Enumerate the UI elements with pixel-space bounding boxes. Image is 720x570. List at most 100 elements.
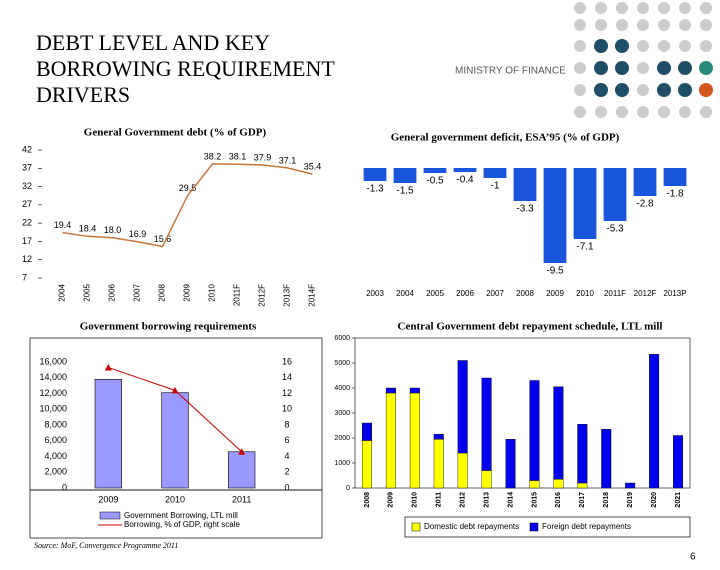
x-tick-label: 2008	[364, 492, 371, 508]
bar-segment	[385, 392, 396, 489]
x-tick-label: 2016	[555, 492, 562, 508]
value-label: -5.3	[606, 224, 624, 235]
value-label: -1.5	[396, 186, 414, 197]
x-tick-label: 2010	[576, 289, 594, 298]
bar	[663, 168, 687, 186]
y-tick-label: 4,000	[44, 451, 67, 461]
x-tick-label: 2013P	[663, 289, 686, 298]
y-tick-label: 2000	[334, 435, 350, 442]
legend-frame	[29, 489, 323, 539]
x-tick-label: 2009	[546, 289, 564, 298]
value-label: -0.5	[426, 176, 444, 187]
y-tick-label: 5000	[334, 360, 350, 367]
y-tick-label: 4000	[334, 385, 350, 392]
value-label: -1	[491, 181, 500, 192]
bar	[228, 451, 256, 489]
bar	[423, 168, 447, 173]
y-tick-label: 3000	[334, 410, 350, 417]
y-tick-label: 0	[346, 485, 350, 492]
value-label: -7.1	[576, 242, 594, 253]
chart-title: Government borrowing requirements	[80, 321, 257, 333]
value-label: 29.5	[179, 183, 197, 193]
bar-segment	[409, 387, 420, 394]
x-tick-label: 2006	[108, 283, 117, 301]
bar	[603, 168, 627, 221]
legend-label: Borrowing, % of GDP, right scale	[124, 520, 240, 529]
bar-segment	[409, 392, 420, 489]
bar-segment	[553, 386, 564, 480]
legend-label: Foreign debt repayments	[542, 522, 631, 531]
y-tick-label: 6000	[334, 335, 350, 342]
x-tick-label: 2013F	[283, 284, 292, 307]
logo-dots	[574, 2, 713, 118]
y2-tick-label: 8	[284, 419, 289, 429]
x-tick-label: 2011	[232, 494, 251, 504]
x-tick-label: 2018	[603, 492, 610, 508]
y-tick-label: 16,000	[39, 356, 67, 366]
bar	[393, 168, 417, 183]
bar	[543, 168, 567, 263]
x-tick-label: 2005	[426, 289, 444, 298]
x-tick-label: 2010	[208, 283, 217, 301]
bar-segment	[385, 387, 396, 394]
y2-tick-label: 14	[282, 372, 292, 382]
bar	[94, 379, 122, 489]
value-label: 37.1	[279, 155, 297, 165]
line	[62, 163, 313, 248]
x-tick-label: 2009	[183, 283, 192, 301]
value-label: -1.3	[366, 184, 384, 195]
y-tick-label: 1000	[334, 460, 350, 467]
y-tick-label: 0	[62, 482, 67, 492]
y-tick-label: 6,000	[44, 435, 67, 445]
y-tick-label: 14,000	[39, 372, 67, 382]
line	[108, 367, 243, 453]
value-label: -2.8	[636, 199, 654, 210]
value-label: -1.8	[666, 189, 684, 200]
value-label: 35.4	[304, 162, 322, 172]
x-tick-label: 2011F	[233, 284, 242, 306]
x-tick-label: 2007	[486, 289, 504, 298]
x-tick-label: 2019	[627, 492, 634, 508]
value-label: 16.9	[129, 229, 147, 239]
bar-segment	[505, 439, 516, 489]
x-tick-label: 2005	[83, 283, 92, 301]
bar-segment	[433, 439, 444, 489]
x-tick-label: 2009	[388, 492, 395, 508]
page-number: 6	[690, 552, 696, 563]
value-label: 18.4	[79, 224, 97, 234]
value-label: -9.5	[546, 266, 564, 277]
y2-tick-label: 6	[284, 435, 289, 445]
x-tick-label: 2012F	[258, 284, 267, 307]
y2-tick-label: 0	[284, 482, 289, 492]
bar-segment	[361, 422, 372, 441]
chart-title: General government deficit, ESA’95 (% of…	[391, 132, 620, 144]
bar	[161, 392, 189, 489]
chart-title: Central Government debt repayment schedu…	[398, 321, 663, 333]
bar-segment	[481, 377, 492, 471]
y-tick-label: 27	[22, 199, 32, 209]
x-tick-label: 2003	[366, 289, 384, 298]
bar-segment	[481, 470, 492, 489]
value-label: -3.3	[516, 204, 534, 215]
x-tick-label: 2013	[483, 492, 490, 508]
value-label: 37.9	[254, 152, 272, 162]
value-label: 38.2	[204, 151, 222, 161]
y-tick-label: 32	[22, 181, 32, 191]
x-tick-label: 2004	[58, 283, 67, 301]
bar-segment	[577, 424, 588, 484]
x-tick-label: 2006	[456, 289, 474, 298]
legend-swatch	[411, 522, 421, 532]
x-tick-label: 2014	[507, 492, 514, 508]
y2-tick-label: 12	[282, 388, 292, 398]
bar-segment	[529, 480, 540, 489]
x-tick-label: 2011	[436, 492, 443, 507]
bar-segment	[601, 429, 612, 489]
slide-title: DEBT LEVEL AND KEY	[36, 30, 270, 55]
value-label: 18.0	[104, 225, 122, 235]
y-tick-label: 10,000	[39, 404, 67, 414]
bar	[513, 168, 537, 201]
x-tick-label: 2010	[165, 494, 185, 504]
x-tick-label: 2011F	[604, 289, 626, 298]
slide-title: BORROWING REQUIREMENT	[36, 56, 335, 81]
x-tick-label: 2007	[133, 283, 142, 301]
